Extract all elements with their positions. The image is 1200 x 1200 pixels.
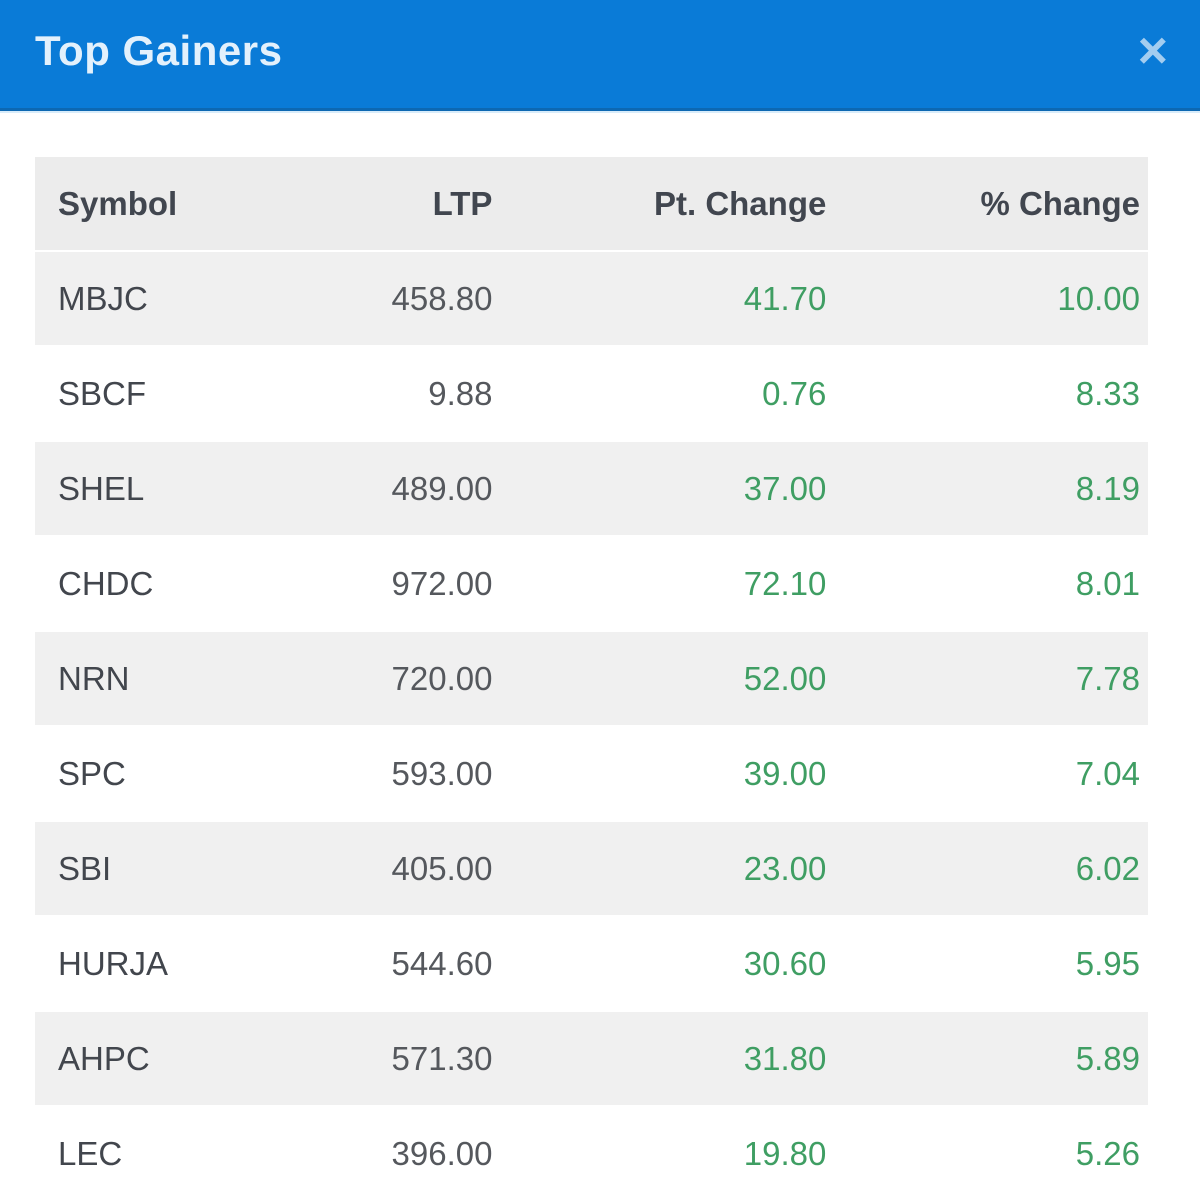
ltp-cell: 544.60: [279, 917, 503, 1012]
pct-change-cell: 7.78: [836, 632, 1148, 727]
pct-change-cell: 8.33: [836, 347, 1148, 442]
symbol-cell: LEC: [35, 1107, 280, 1200]
symbol-cell: HURJA: [35, 917, 280, 1012]
ltp-cell: 972.00: [279, 537, 503, 632]
table-head: Symbol LTP Pt. Change % Change: [35, 157, 1148, 252]
pct-change-cell: 8.19: [836, 442, 1148, 537]
table-row: SHEL 489.00 37.00 8.19: [35, 442, 1148, 537]
modal-header: Top Gainers ×: [0, 0, 1200, 111]
symbol-cell: SPC: [35, 727, 280, 822]
table-row: CHDC 972.00 72.10 8.01: [35, 537, 1148, 632]
ltp-cell: 9.88: [279, 347, 503, 442]
table-row: HURJA 544.60 30.60 5.95: [35, 917, 1148, 1012]
ltp-cell: 720.00: [279, 632, 503, 727]
pt-change-cell: 52.00: [502, 632, 837, 727]
ltp-cell: 489.00: [279, 442, 503, 537]
pct-change-cell: 8.01: [836, 537, 1148, 632]
pct-change-cell: 5.95: [836, 917, 1148, 1012]
ltp-cell: 593.00: [279, 727, 503, 822]
pct-change-cell: 5.89: [836, 1012, 1148, 1107]
column-header-ltp: LTP: [279, 157, 503, 252]
table-row: SPC 593.00 39.00 7.04: [35, 727, 1148, 822]
symbol-cell: CHDC: [35, 537, 280, 632]
table-row: MBJC 458.80 41.70 10.00: [35, 252, 1148, 347]
pt-change-cell: 37.00: [502, 442, 837, 537]
symbol-cell: SBCF: [35, 347, 280, 442]
pct-change-cell: 7.04: [836, 727, 1148, 822]
pt-change-cell: 0.76: [502, 347, 837, 442]
pt-change-cell: 19.80: [502, 1107, 837, 1200]
column-header-symbol: Symbol: [35, 157, 280, 252]
ltp-cell: 458.80: [279, 252, 503, 347]
ltp-cell: 405.00: [279, 822, 503, 917]
pt-change-cell: 31.80: [502, 1012, 837, 1107]
modal-title: Top Gainers: [35, 27, 283, 74]
symbol-cell: SHEL: [35, 442, 280, 537]
pt-change-cell: 39.00: [502, 727, 837, 822]
ltp-cell: 396.00: [279, 1107, 503, 1200]
top-gainers-table: Symbol LTP Pt. Change % Change MBJC 458.…: [35, 157, 1148, 1200]
pct-change-cell: 6.02: [836, 822, 1148, 917]
pt-change-cell: 72.10: [502, 537, 837, 632]
ltp-cell: 571.30: [279, 1012, 503, 1107]
pct-change-cell: 10.00: [836, 252, 1148, 347]
column-header-pt-change: Pt. Change: [502, 157, 837, 252]
pt-change-cell: 30.60: [502, 917, 837, 1012]
pt-change-cell: 23.00: [502, 822, 837, 917]
modal-body: Symbol LTP Pt. Change % Change MBJC 458.…: [0, 111, 1200, 1200]
pct-change-cell: 5.26: [836, 1107, 1148, 1200]
column-header-pct-change: % Change: [836, 157, 1148, 252]
close-icon[interactable]: ×: [1132, 25, 1174, 77]
table-row: NRN 720.00 52.00 7.78: [35, 632, 1148, 727]
symbol-cell: AHPC: [35, 1012, 280, 1107]
symbol-cell: NRN: [35, 632, 280, 727]
symbol-cell: SBI: [35, 822, 280, 917]
table-row: AHPC 571.30 31.80 5.89: [35, 1012, 1148, 1107]
table-row: SBI 405.00 23.00 6.02: [35, 822, 1148, 917]
table-row: LEC 396.00 19.80 5.26: [35, 1107, 1148, 1200]
symbol-cell: MBJC: [35, 252, 280, 347]
pt-change-cell: 41.70: [502, 252, 837, 347]
table-body: MBJC 458.80 41.70 10.00 SBCF 9.88 0.76 8…: [35, 252, 1148, 1200]
table-header-row: Symbol LTP Pt. Change % Change: [35, 157, 1148, 252]
table-row: SBCF 9.88 0.76 8.33: [35, 347, 1148, 442]
